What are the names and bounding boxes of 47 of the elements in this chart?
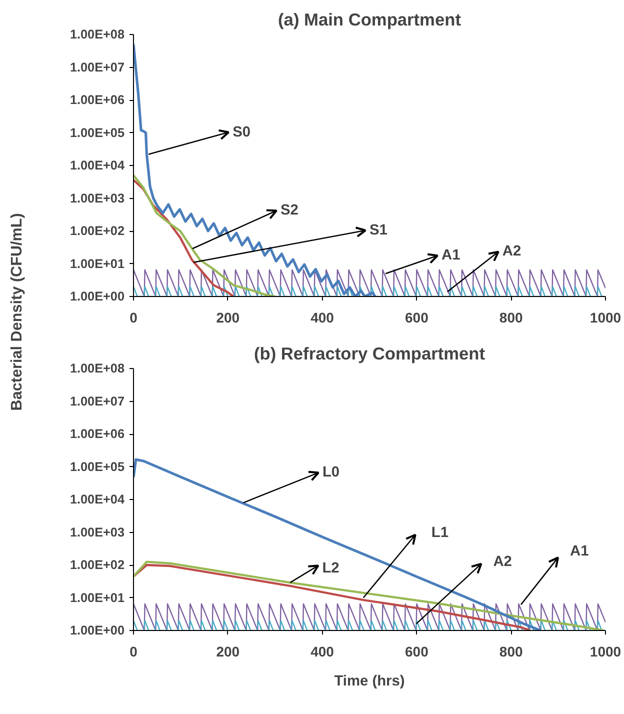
y-tick-label: 1.00E+08 [70,28,125,42]
annotation: A1 [442,248,460,264]
annotation: A2 [493,554,512,570]
y-tick-label: 1.00E+00 [70,290,125,304]
y-tick-label: 1.00E+02 [70,224,125,238]
y-tick-label: 1.00E+03 [70,191,125,206]
annotation: A1 [570,544,589,560]
x-tick-label: 800 [499,644,523,660]
annotation: L1 [431,524,448,541]
y-tick-label: 1.00E+01 [70,590,125,605]
y-tick-label: 1.00E+07 [70,60,125,74]
y-tick-label: 1.00E+07 [70,394,125,408]
x-tick-label: 1000 [590,310,622,326]
annotation: S2 [280,202,298,219]
x-tick-label: 0 [130,644,138,660]
y-tick-label: 1.00E+01 [70,256,125,271]
x-tick-label: 0 [130,310,138,326]
x-tick-label: 200 [216,310,240,326]
y-tick-label: 1.00E+00 [70,624,125,638]
y-tick-label: 1.00E+08 [70,362,125,376]
y-tick-label: 1.00E+03 [70,525,125,540]
y-tick-label: 1.00E+04 [70,158,125,172]
x-tick-label: 200 [216,644,240,660]
annotation: A2 [502,244,522,260]
x-tick-label: 600 [405,644,429,660]
chart-title: (a) Main Compartment [278,10,462,30]
chart-title: (b) Refractory Compartment [254,344,486,364]
y-tick-label: 1.00E+04 [70,492,125,506]
y-tick-label: 1.00E+05 [70,126,125,140]
annotation: S1 [369,222,388,238]
x-axis-title: Time (hrs) [334,674,405,690]
y-tick-label: 1.00E+06 [70,93,125,107]
y-tick-label: 1.00E+06 [70,427,125,441]
line-series [134,174,276,296]
x-tick-label: 400 [310,310,334,326]
y-tick-label: 1.00E+05 [70,460,125,474]
x-tick-label: 800 [499,310,523,326]
y-tick-label: 1.00E+02 [70,558,125,572]
x-tick-label: 400 [310,644,334,660]
line-series [134,458,542,630]
annotation: S0 [232,124,251,140]
x-tick-label: 600 [405,310,429,326]
annotation: L0 [322,464,340,481]
annotation: L2 [322,560,340,577]
y-axis-title: Bacterial Density (CFU/mL) [8,213,26,411]
line-series [134,178,235,296]
x-tick-label: 1000 [590,644,622,660]
